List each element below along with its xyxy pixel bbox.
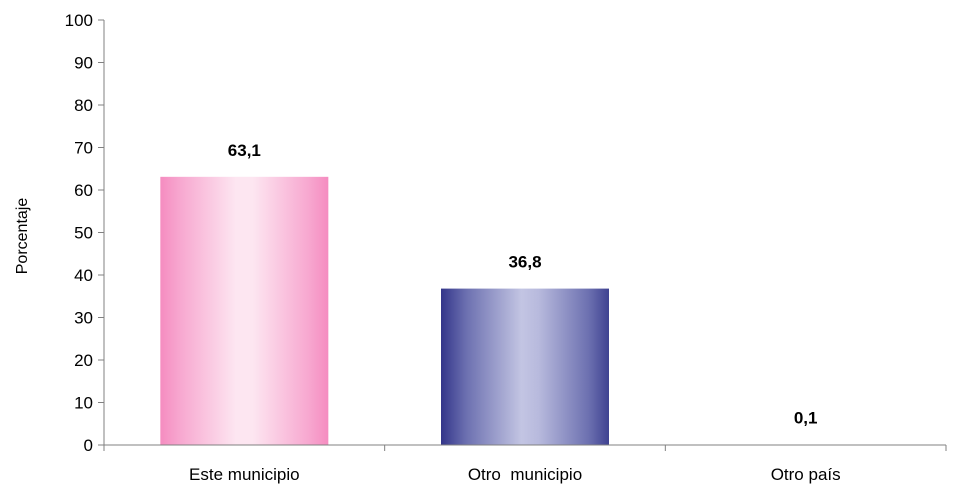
y-tick-label: 0 [84, 436, 93, 455]
y-tick-label: 90 [74, 54, 93, 73]
y-tick-label: 20 [74, 351, 93, 370]
data-label: 0,1 [794, 409, 818, 428]
x-category-label: Otro municipio [468, 465, 582, 484]
x-axis: Este municipio Otro municipio Otro país [103, 444, 947, 484]
y-tick-label: 50 [74, 224, 93, 243]
y-tick-label: 60 [74, 181, 93, 200]
x-category-label: Otro país [771, 465, 841, 484]
bars: 63,1 36,8 0,1 [160, 141, 890, 446]
y-tick-label: 80 [74, 96, 93, 115]
y-tick-label: 10 [74, 394, 93, 413]
y-tick-label: 30 [74, 309, 93, 328]
bar [441, 288, 609, 445]
x-category-label: Este municipio [189, 465, 300, 484]
y-tick-label: 70 [74, 139, 93, 158]
y-tick-label: 100 [65, 11, 93, 30]
data-label: 63,1 [228, 141, 261, 160]
y-axis-title: Porcentaje [14, 198, 31, 275]
y-tick-label: 40 [74, 266, 93, 285]
y-axis: 0 10 20 30 40 50 60 70 80 90 100 [65, 11, 105, 455]
bar [160, 176, 329, 445]
data-label: 36,8 [508, 253, 541, 272]
